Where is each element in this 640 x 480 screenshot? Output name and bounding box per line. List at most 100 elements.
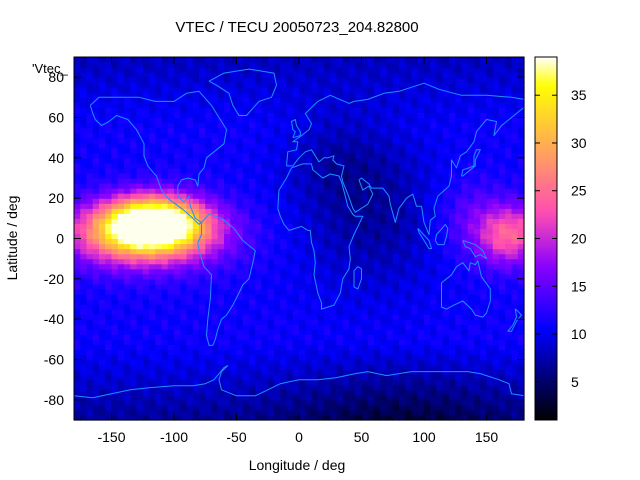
heatmap-cell [399, 117, 406, 124]
heatmap-cell [217, 314, 225, 320]
heatmap-cell [199, 364, 206, 371]
heatmap-cell [480, 233, 488, 240]
heatmap-cell [442, 374, 450, 381]
heatmap-cell [105, 82, 113, 88]
heatmap-cell [149, 299, 156, 305]
heatmap-cell [399, 248, 406, 255]
heatmap-cell [167, 233, 175, 240]
heatmap-cell [80, 112, 88, 119]
heatmap-cell [130, 389, 138, 396]
heatmap-cell [255, 253, 263, 260]
heatmap-cell [511, 379, 519, 386]
heatmap-cell [505, 253, 513, 260]
heatmap-cell [286, 349, 294, 356]
heatmap-cell [424, 369, 431, 376]
heatmap-cell [499, 339, 506, 345]
heatmap-cell [374, 293, 381, 300]
heatmap-cell [461, 409, 469, 416]
heatmap-cell [142, 178, 150, 184]
heatmap-cell [261, 414, 269, 421]
heatmap-cell [474, 162, 481, 169]
heatmap-cell [86, 238, 94, 245]
heatmap-cell [99, 283, 106, 290]
heatmap-cell [180, 183, 188, 189]
heatmap-cell [355, 97, 363, 103]
heatmap-cell [311, 248, 319, 255]
heatmap-cell [380, 243, 388, 250]
heatmap-cell [242, 228, 250, 235]
heatmap-cell [367, 132, 375, 139]
heatmap-cell [92, 344, 100, 351]
heatmap-cell [486, 183, 494, 189]
heatmap-cell [330, 268, 338, 275]
heatmap-cell [167, 248, 175, 255]
heatmap-cell [336, 329, 344, 335]
heatmap-cell [292, 142, 300, 149]
heatmap-cell [186, 178, 194, 184]
heatmap-cell [99, 248, 106, 255]
heatmap-cell [280, 253, 288, 260]
heatmap-cell [205, 319, 213, 325]
heatmap-cell [361, 354, 369, 361]
heatmap-cell [180, 172, 188, 179]
heatmap-cell [380, 183, 388, 189]
heatmap-cell [455, 87, 463, 93]
heatmap-cell [311, 102, 319, 109]
heatmap-cell [124, 263, 131, 270]
heatmap-cell [255, 263, 263, 270]
heatmap-cell [117, 299, 125, 305]
heatmap-cell [217, 152, 225, 159]
heatmap-cell [161, 82, 169, 88]
heatmap-cell [186, 127, 194, 134]
heatmap-cell [517, 198, 525, 204]
heatmap-cell [242, 384, 250, 391]
heatmap-cell [392, 389, 400, 396]
heatmap-cell [286, 344, 294, 351]
heatmap-cell [142, 188, 150, 194]
heatmap-cell [236, 102, 244, 109]
heatmap-cell [211, 409, 219, 416]
heatmap-cell [105, 223, 113, 230]
heatmap-cell [155, 223, 163, 230]
heatmap-cell [324, 329, 331, 335]
heatmap-cell [74, 344, 81, 351]
heatmap-cell [361, 137, 369, 144]
heatmap-cell [155, 349, 163, 356]
heatmap-cell [130, 147, 138, 154]
heatmap-cell [280, 137, 288, 144]
heatmap-cell [205, 117, 213, 124]
heatmap-cell [367, 167, 375, 174]
heatmap-cell [411, 364, 419, 371]
heatmap-cell [174, 339, 181, 345]
heatmap-cell [236, 293, 244, 300]
heatmap-cell [174, 349, 181, 356]
heatmap-cell [155, 319, 163, 325]
heatmap-cell [267, 299, 275, 305]
heatmap-cell [249, 314, 256, 320]
heatmap-cell [349, 293, 356, 300]
heatmap-cell [442, 193, 450, 199]
heatmap-cell [455, 162, 463, 169]
heatmap-cell [474, 364, 481, 371]
heatmap-cell [367, 238, 375, 245]
heatmap-cell [355, 132, 363, 139]
heatmap-cell [461, 293, 469, 300]
heatmap-cell [86, 213, 94, 219]
heatmap-cell [367, 233, 375, 240]
heatmap-cell [430, 314, 438, 320]
heatmap-cell [186, 253, 194, 260]
heatmap-cell [205, 394, 213, 401]
heatmap-cell [380, 404, 388, 411]
heatmap-cell [355, 183, 363, 189]
heatmap-cell [511, 374, 519, 381]
heatmap-cell [136, 319, 144, 325]
heatmap-cell [324, 97, 331, 103]
heatmap-cell [149, 273, 156, 280]
heatmap-cell [386, 112, 394, 119]
heatmap-cell [305, 293, 313, 300]
heatmap-cell [286, 122, 294, 129]
heatmap-cell [505, 309, 513, 315]
heatmap-cell [399, 228, 406, 235]
heatmap-cell [442, 137, 450, 144]
heatmap-cell [330, 188, 338, 194]
